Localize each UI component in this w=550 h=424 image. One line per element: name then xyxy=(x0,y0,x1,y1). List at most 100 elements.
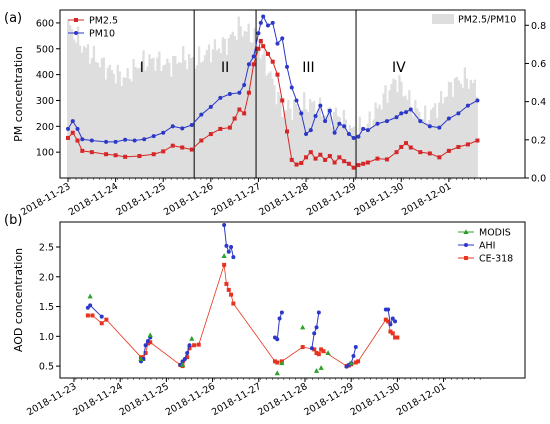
ratio-bar xyxy=(86,44,90,178)
ratio-bar xyxy=(96,62,100,178)
data-point xyxy=(242,82,247,87)
data-point xyxy=(85,313,90,318)
y2-tick-label: 0.2 xyxy=(531,135,546,146)
data-point xyxy=(337,121,342,126)
ratio-bar xyxy=(265,75,268,178)
data-point xyxy=(313,156,318,161)
ratio-bar xyxy=(251,43,254,178)
ratio-bar xyxy=(447,81,451,178)
ratio-bar xyxy=(422,118,425,178)
legend-marker xyxy=(74,31,78,35)
ratio-bar xyxy=(338,117,342,178)
data-point xyxy=(161,149,166,154)
ratio-bar xyxy=(380,109,383,178)
ratio-bar xyxy=(433,103,437,178)
legend-entry: PM2.5/PM10 xyxy=(458,15,516,26)
ratio-bar xyxy=(249,42,252,179)
phase-label: IV xyxy=(392,60,406,76)
data-point xyxy=(274,370,280,376)
ratio-bar xyxy=(201,61,205,178)
data-point xyxy=(180,126,185,131)
ratio-bar xyxy=(128,78,131,178)
ratio-bar xyxy=(394,80,397,178)
data-point xyxy=(312,347,317,352)
data-point xyxy=(132,138,137,143)
data-point xyxy=(390,316,395,321)
data-point xyxy=(143,343,148,348)
data-point xyxy=(261,14,266,19)
ratio-bar xyxy=(293,99,296,178)
phase-label: I xyxy=(140,60,144,76)
data-point xyxy=(399,144,404,149)
data-point xyxy=(251,62,256,67)
data-point xyxy=(222,262,227,267)
ratio-bar xyxy=(328,107,332,178)
data-point xyxy=(318,103,323,108)
ratio-bar xyxy=(207,44,211,178)
y-tick-label: 1.5 xyxy=(39,302,54,313)
series-modis xyxy=(87,253,354,376)
ratio-bar xyxy=(388,90,391,178)
panel-b-axes: 0.51.01.52.02.52018-11-232018-11-242018-… xyxy=(25,221,526,418)
ratio-bar xyxy=(426,123,429,178)
ratio-bar xyxy=(418,111,421,178)
y-tick-label: 200 xyxy=(36,122,54,133)
x-tick-label: 2018-12-01 xyxy=(395,381,448,418)
data-point xyxy=(365,160,370,165)
ratio-bar xyxy=(340,125,344,178)
data-point xyxy=(365,128,370,133)
data-point xyxy=(89,150,94,155)
ratio-bar xyxy=(449,82,453,178)
data-point xyxy=(325,350,331,355)
ratio-bar xyxy=(174,56,177,178)
data-point xyxy=(256,46,261,51)
data-point xyxy=(75,138,80,143)
ratio-bar xyxy=(94,61,98,178)
data-point xyxy=(80,148,85,153)
ratio-bar xyxy=(303,92,306,178)
x-tick-label: 2018-11-28 xyxy=(256,381,309,418)
ratio-bar xyxy=(132,58,135,178)
data-point xyxy=(231,301,236,306)
ratio-bar xyxy=(451,96,455,178)
data-point xyxy=(123,154,128,159)
x-tick-label: 2018-11-29 xyxy=(305,181,358,218)
data-point xyxy=(80,137,85,142)
data-point xyxy=(475,98,480,103)
data-point xyxy=(265,51,270,56)
data-point xyxy=(189,123,194,128)
data-point xyxy=(270,59,275,64)
ratio-bar xyxy=(164,64,167,178)
data-point xyxy=(99,314,104,319)
data-point xyxy=(88,303,93,308)
data-point xyxy=(192,343,197,348)
series-pm10 xyxy=(66,14,480,144)
ratio-bar xyxy=(114,83,117,178)
data-point xyxy=(384,119,389,124)
y-tick-label: 400 xyxy=(36,70,54,81)
data-point xyxy=(145,341,150,346)
data-point xyxy=(393,335,398,340)
data-point xyxy=(323,119,328,124)
ratio-bar xyxy=(172,55,175,178)
data-point xyxy=(300,324,306,330)
data-point xyxy=(143,350,148,355)
ratio-bar xyxy=(281,116,284,178)
ratio-bar xyxy=(102,57,106,178)
data-point xyxy=(187,343,192,348)
data-point xyxy=(142,137,147,142)
ratio-bar xyxy=(461,87,465,178)
x-tick-label: 2018-11-29 xyxy=(302,381,355,418)
ratio-bar xyxy=(180,62,183,178)
data-point xyxy=(246,90,251,95)
ratio-bar xyxy=(166,58,169,178)
ratio-bar xyxy=(279,95,282,178)
ratio-bar xyxy=(82,46,86,178)
data-point xyxy=(258,39,263,44)
ratio-bar xyxy=(255,43,258,179)
ratio-bar xyxy=(199,62,203,179)
data-point xyxy=(294,98,299,103)
ratio-bar xyxy=(398,75,401,178)
ratio-bar xyxy=(382,93,385,178)
ratio-bar xyxy=(362,131,365,178)
